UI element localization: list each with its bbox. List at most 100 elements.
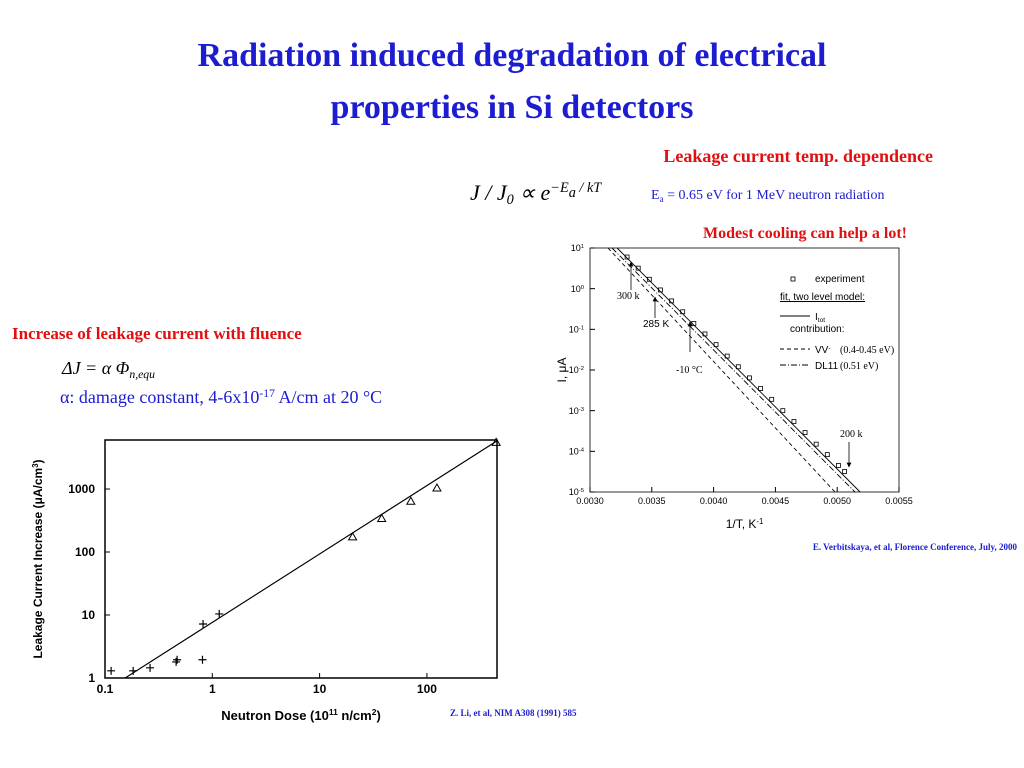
square-marker xyxy=(813,441,819,447)
square-marker xyxy=(635,265,641,271)
plus-marker xyxy=(199,619,208,628)
text-segment: / kT xyxy=(576,180,602,196)
y-tick-label: 10-5 xyxy=(569,487,584,497)
text-segment: ) xyxy=(31,459,45,463)
y-tick-label: 101 xyxy=(571,243,584,253)
y-tick-label: 1000 xyxy=(68,482,95,496)
square-marker xyxy=(735,364,741,370)
y-tick-label: 100 xyxy=(75,545,95,559)
text-segment: a xyxy=(569,185,576,201)
text-segment: Leakage Current Increase (μA/cm xyxy=(31,468,45,659)
square-marker xyxy=(646,276,652,282)
cooling-note: Modest cooling can help a lot! xyxy=(703,225,907,242)
x-tick-label: 0.0035 xyxy=(638,496,666,506)
tick-exponent: 1 xyxy=(581,244,584,250)
plus-marker xyxy=(146,663,155,672)
x-tick-label: 0.0055 xyxy=(885,496,913,506)
fit-line xyxy=(124,440,498,679)
text-segment: E xyxy=(651,188,660,203)
y-tick-label: 10-1 xyxy=(569,324,584,334)
plus-marker xyxy=(198,655,207,664)
text-segment: -17 xyxy=(259,387,275,400)
square-marker xyxy=(747,375,752,381)
y-tick-label: 10 xyxy=(82,608,96,622)
text-segment: = 0.65 eV for 1 MeV neutron radiation xyxy=(664,188,885,203)
tick-exponent: -3 xyxy=(579,406,584,412)
square-marker xyxy=(790,276,796,282)
text-segment: ΔJ = α Φ xyxy=(61,358,130,378)
legend-sub: tot xyxy=(818,317,825,324)
text-segment: 1/T, K xyxy=(726,517,757,531)
tick-exponent: -1 xyxy=(579,325,584,331)
tick-exponent: 0 xyxy=(581,284,585,290)
text-segment: 2 xyxy=(372,707,377,717)
legend-sup: - xyxy=(828,345,830,352)
text-segment: α: damage constant, 4-6x10 xyxy=(60,387,259,407)
tick-base: 10 xyxy=(569,446,579,456)
x-tick-label: 0.0030 xyxy=(576,496,604,506)
square-marker xyxy=(624,254,630,260)
right-citation: E. Verbitskaya, et al, Florence Conferen… xyxy=(813,542,1018,552)
square-marker xyxy=(758,386,763,391)
legend-note: (0.4-0.45 eV) xyxy=(840,345,894,356)
triangle-marker xyxy=(347,531,358,541)
tick-base: 10 xyxy=(571,284,581,294)
plot-frame xyxy=(104,439,498,679)
y-tick-label: 10-2 xyxy=(569,365,584,375)
title-line: properties in Si detectors xyxy=(331,89,694,126)
text-segment: Neutron Dose (10 xyxy=(221,708,329,723)
x-axis-label: 1/T, K-1 xyxy=(726,517,764,531)
legend-label: experiment xyxy=(815,274,865,285)
tick-exponent: -4 xyxy=(579,447,585,453)
tick-base: 100 xyxy=(75,545,95,559)
legend-heading: fit, two level model: xyxy=(780,292,865,303)
triangle-marker xyxy=(432,482,442,492)
y-axis-label: Leakage Current Increase (μA/cm3) xyxy=(31,459,45,658)
text-segment: 0 xyxy=(507,192,514,208)
x-tick-label: 0.0045 xyxy=(762,496,790,506)
annotation: 300 k xyxy=(617,291,640,302)
legend-label: Itot xyxy=(815,312,825,324)
legend-name: VV xyxy=(815,345,829,356)
y-tick-label: 1 xyxy=(88,671,95,685)
plus-marker xyxy=(107,666,116,675)
tick-base: 1 xyxy=(88,671,95,685)
text-segment: a xyxy=(660,194,664,204)
legend-name: experiment xyxy=(815,274,865,285)
text-segment: -1 xyxy=(756,517,763,526)
text-segment: A/cm at 20 °C xyxy=(275,387,382,407)
y-tick-label: 100 xyxy=(571,284,585,294)
text-segment: 11 xyxy=(329,707,338,717)
fit-line xyxy=(611,247,856,493)
x-tick-label: 100 xyxy=(417,682,437,696)
ea-note: Ea = 0.65 eV for 1 MeV neutron radiation xyxy=(651,188,884,204)
formula: ΔJ = α Φn,equ xyxy=(61,358,155,381)
fit-line xyxy=(616,247,861,493)
x-axis-label: Neutron Dose (1011 n/cm2) xyxy=(221,707,381,723)
tick-exponent: -5 xyxy=(579,488,584,494)
plus-marker xyxy=(173,655,182,664)
left-heading: Increase of leakage current with fluence xyxy=(12,324,302,343)
square-marker xyxy=(802,430,808,435)
right-heading: Leakage current temp. dependence xyxy=(663,146,933,166)
text-segment: J / J xyxy=(470,180,508,205)
tick-exponent: -2 xyxy=(579,366,584,372)
title-line: Radiation induced degradation of electri… xyxy=(198,37,827,74)
text-segment: I, μA xyxy=(555,358,569,383)
square-marker xyxy=(824,452,830,458)
square-marker xyxy=(780,408,786,414)
legend-name: DL11 xyxy=(815,361,839,372)
legend-label: DL11 xyxy=(815,361,839,372)
annotation: 200 k xyxy=(840,429,863,440)
legend-subheading: contribution: xyxy=(790,324,844,335)
triangle-marker xyxy=(491,437,502,446)
text-segment: n/cm xyxy=(338,708,372,723)
square-marker xyxy=(836,463,841,468)
text-segment: 3 xyxy=(31,463,40,468)
tick-base: 10 xyxy=(571,243,581,253)
y-tick-label: 10-3 xyxy=(569,406,584,416)
x-tick-label: 0.0040 xyxy=(700,496,728,506)
x-tick-label: 0.1 xyxy=(97,682,114,696)
